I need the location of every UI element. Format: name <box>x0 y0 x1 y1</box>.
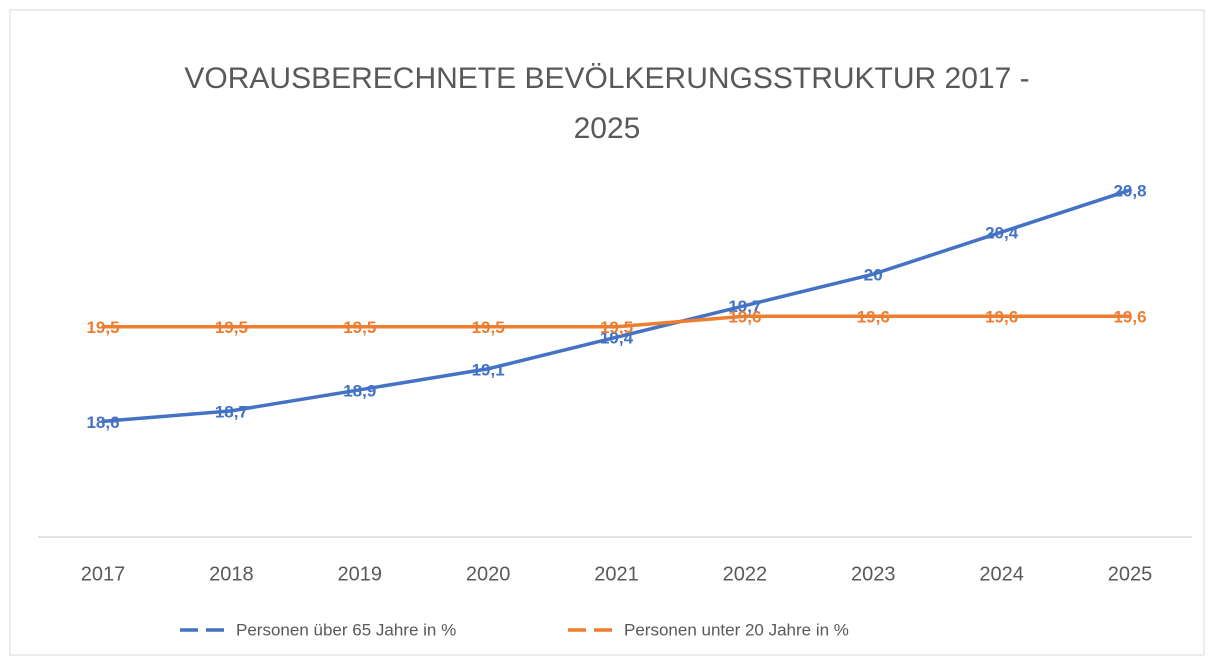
x-tick-label: 2019 <box>338 563 383 585</box>
series-line <box>101 314 1132 329</box>
x-tick-label: 2017 <box>81 563 126 585</box>
x-tick-label: 2021 <box>594 563 639 585</box>
legend-label: Personen unter 20 Jahre in % <box>624 620 849 639</box>
data-label: 19,7 <box>728 297 761 316</box>
chart-title: VORAUSBERECHNETE BEVÖLKERUNGSSTRUKTUR 20… <box>184 62 1029 95</box>
data-label: 18,7 <box>215 402 248 421</box>
data-label: 18,6 <box>86 413 119 432</box>
data-label: 19,4 <box>600 329 634 348</box>
data-label: 20 <box>864 266 883 285</box>
x-tick-label: 2018 <box>209 563 254 585</box>
data-label: 20,8 <box>1113 182 1146 201</box>
x-tick-label: 2025 <box>1108 563 1153 585</box>
data-label: 19,6 <box>1113 308 1146 327</box>
x-tick-label: 2020 <box>466 563 511 585</box>
data-label: 19,6 <box>985 308 1018 327</box>
x-tick-label: 2023 <box>851 563 896 585</box>
x-tick-label: 2022 <box>723 563 768 585</box>
legend-label: Personen über 65 Jahre in % <box>236 620 456 639</box>
x-tick-label: 2024 <box>979 563 1024 585</box>
data-label: 19,6 <box>857 308 890 327</box>
data-label: 20,4 <box>985 224 1019 243</box>
data-label: 19,6 <box>728 308 761 327</box>
series-line <box>101 188 1132 424</box>
chart-border <box>9 9 1205 656</box>
data-label: 19,5 <box>86 318 119 337</box>
data-label: 19,5 <box>215 318 248 337</box>
data-label: 18,9 <box>343 381 376 400</box>
data-label: 19,5 <box>472 318 505 337</box>
chart-title: 2025 <box>574 112 641 145</box>
data-label: 19,5 <box>600 318 633 337</box>
data-label: 19,5 <box>343 318 376 337</box>
data-label: 19,1 <box>472 360 505 379</box>
